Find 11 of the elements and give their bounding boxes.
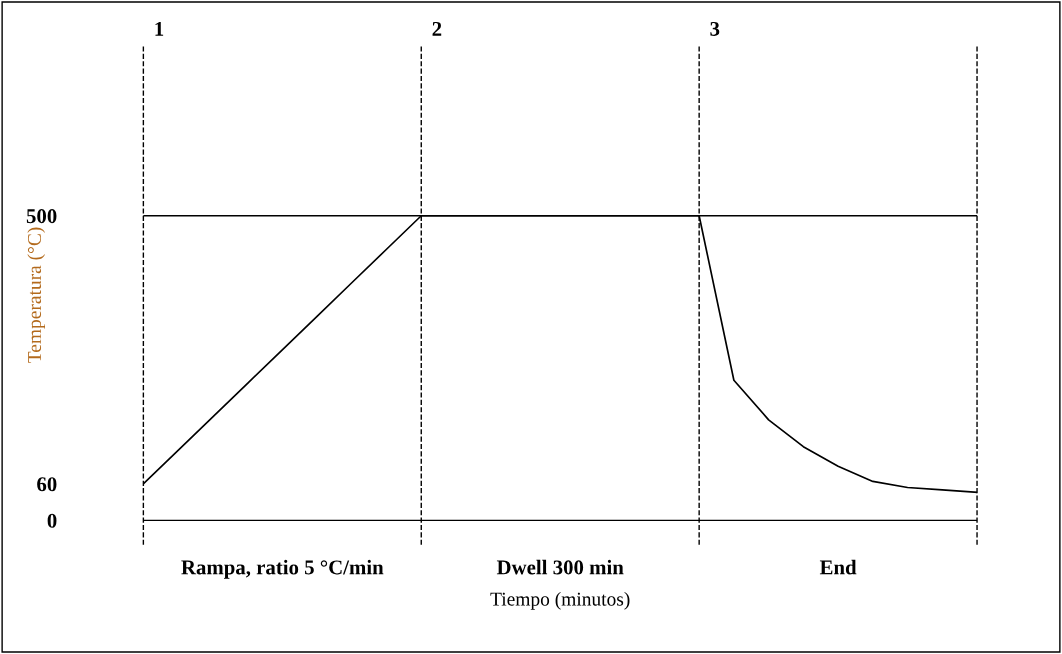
y-axis-title: Temperatura (°C) xyxy=(27,227,45,363)
y-tick-label: 0 xyxy=(47,513,57,528)
y-tick-label: 60 xyxy=(37,477,57,492)
text: 1 xyxy=(155,21,164,36)
text: Dwell 300 min xyxy=(496,559,624,575)
text: End xyxy=(819,559,857,575)
text: 3 xyxy=(710,21,720,36)
x-axis-title: Tiempo (minutos) xyxy=(490,592,630,610)
y-tick-label: 500 xyxy=(26,209,57,224)
text: Rampa, ratio 5 °C/min xyxy=(181,559,384,579)
text: 2 xyxy=(432,21,442,36)
